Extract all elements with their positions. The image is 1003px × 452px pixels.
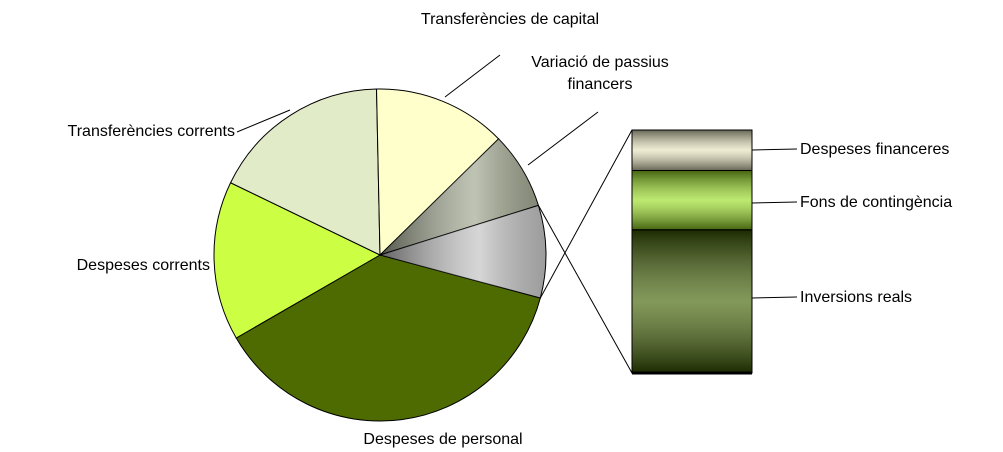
leader-line [751,148,798,151]
pie-slice [229,88,381,256]
bar-label: Despeses financeres [800,141,949,158]
leader-line [444,54,501,98]
leader-line [527,111,599,166]
bar-shade [631,129,753,171]
leader-line [236,109,291,133]
bar-label: Fons de contingència [800,194,952,211]
slice-label: Transferències corrents [68,123,235,140]
bar-shade [631,229,753,374]
slice-label: Transferències de capital [421,11,599,28]
leader-line [751,296,798,299]
bar-label: Inversions reals [800,289,912,306]
leader-line [751,201,798,204]
connector [539,129,633,299]
pie-slice [213,182,382,339]
bar-shade [631,170,753,231]
slice-label: Despeses de personal [363,431,522,448]
connector [537,205,633,374]
slice-label: Variació de passius financers [531,54,669,93]
slice-label: Despeses corrents [77,257,210,274]
